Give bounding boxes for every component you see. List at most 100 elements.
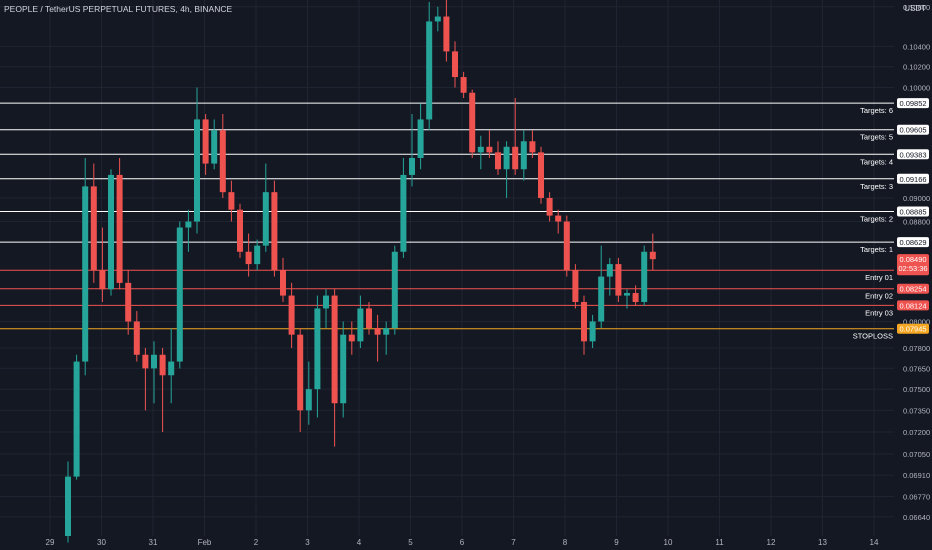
level-price-tag [897,149,929,160]
price-tick-label: 0.06910 [903,471,930,480]
candle-body [151,354,157,369]
candle-body [202,119,209,164]
price-tick-label: 0.06770 [903,493,930,502]
price-tick-label: 0.10400 [903,42,930,51]
candle-body [529,141,536,153]
level-label: Targets: 5 [860,133,893,142]
date-axis: 29 30 31 Feb 2 3 4 5 6 7 8 9 10 11 12 13 14 [46,538,879,547]
level-price-tag-label: 0.09852 [899,99,926,108]
candle-body [538,152,544,198]
date-tick-label: 3 [305,538,310,547]
level-price-tag-label: 0.09166 [899,175,926,184]
candle-body [168,361,175,376]
price-tick-label: 0.10800 [903,3,930,12]
level-price-tag [897,124,929,135]
candle-body [606,264,613,277]
level-price-tag [897,206,929,217]
price-tick-label: 0.08000 [903,317,930,326]
candle-body [219,130,226,193]
candle-body [632,293,639,303]
candle-body [211,130,218,164]
level-label: Targets: 1 [860,245,893,254]
candle-body [486,146,493,153]
date-tick-label: 5 [408,538,413,547]
price-tick-label: 0.10000 [903,83,930,92]
date-tick-label: 31 [149,538,158,547]
price-tick-label: 0.07350 [903,406,930,415]
level-price-tag [897,323,929,334]
candle-body [133,321,140,355]
level-price-tag [897,98,929,109]
candle-body [477,146,484,153]
level-price-tag-label: 0.07945 [899,325,926,334]
candle-body [383,328,390,335]
candle-body [65,476,71,536]
candle-body [520,141,527,170]
candle-body [391,251,398,329]
level-label: Targets: 4 [860,157,893,166]
candle-body [417,119,424,158]
price-tick-label: 0.07650 [903,364,930,373]
candle-body [589,321,596,342]
candle-body [323,295,329,309]
candle-body [512,146,519,170]
candle-body [340,334,347,404]
candle-body [469,92,476,153]
candle-body [546,197,553,216]
level-price-tag-label: 0.08885 [899,207,926,216]
candle-body [503,146,510,170]
candle-body [245,251,252,265]
candle-body [495,152,501,170]
candle-body [366,308,372,329]
candle-body [228,192,235,210]
price-tick-label: 0.07050 [903,450,930,459]
date-tick-label: Feb [198,538,212,547]
candle-body [99,270,106,290]
candle-body [400,174,407,252]
date-tick-label: 4 [357,538,362,547]
candle-body [572,270,579,303]
date-tick-label: 30 [97,538,106,547]
candle-body [271,192,278,271]
candle-body [125,282,132,322]
date-tick-label: 14 [870,538,879,547]
date-tick-label: 7 [511,538,516,547]
level-label: Entry 03 [865,308,893,317]
date-tick-label: 8 [563,538,568,547]
candle-body [452,51,458,78]
date-tick-label: 2 [254,538,259,547]
level-price-tag-label: 0.08124 [899,301,926,310]
date-tick-label: 10 [664,538,673,547]
candle-body [314,308,321,390]
price-tick-label: 0.07500 [903,385,930,394]
candle-body [598,276,605,322]
candle-body [116,174,123,283]
candle-body [555,215,562,222]
date-tick-label: 9 [614,538,619,547]
candle-body [288,295,295,335]
level-price-tag [897,300,929,311]
candle-body [563,221,570,271]
candles [65,0,656,543]
price-tick-label: 0.08800 [903,218,930,227]
level-price-tag-label: 0.09605 [899,126,926,135]
price-tick-label: 0.06640 [903,513,930,522]
level-label: STOPLOSS [853,332,893,341]
date-tick-label: 29 [46,538,55,547]
candle-body [426,21,433,120]
candle-body [305,389,312,411]
date-tick-label: 12 [767,538,776,547]
candle-body [357,308,364,342]
candle-body [280,270,286,296]
level-label: Entry 02 [865,292,893,301]
candle-body [331,295,338,404]
candle-body [90,186,97,271]
last-price-tag [897,254,929,274]
level-label: Targets: 3 [860,182,893,191]
date-tick-label: 11 [715,538,724,547]
candle-body [176,227,183,362]
price-tick-label: 0.09000 [903,194,930,203]
candle-body [297,334,304,411]
chart-title: PEOPLE / TetherUS PERPETUAL FUTURES, 4h,… [4,4,233,14]
